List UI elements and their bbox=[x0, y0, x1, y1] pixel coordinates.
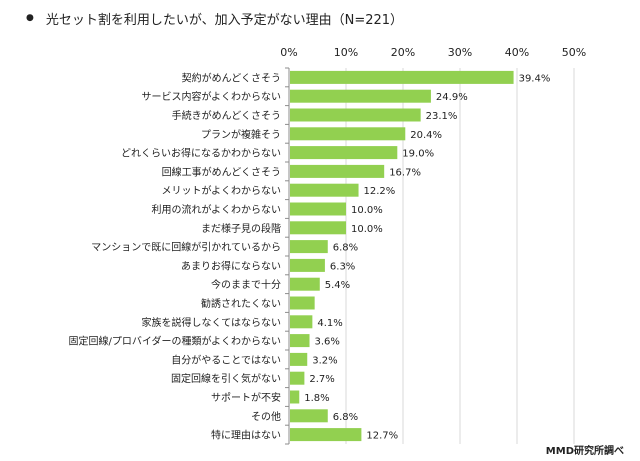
category-label: 今のままで十分 bbox=[211, 278, 281, 291]
bar bbox=[290, 89, 431, 103]
data-label: 23.1% bbox=[426, 111, 458, 122]
category-label: あまりお得にならない bbox=[181, 260, 281, 272]
category-label: メリットがよくわからない bbox=[162, 184, 282, 197]
category-label: 自分がやることではない bbox=[171, 353, 281, 366]
data-label: 3.6% bbox=[315, 337, 340, 348]
data-label: 20.4% bbox=[410, 130, 442, 141]
source-credit: MMD研究所調べ bbox=[545, 446, 624, 457]
bar bbox=[290, 390, 300, 404]
category-label: 手続きがめんどくさそう bbox=[172, 109, 281, 122]
bar bbox=[290, 277, 320, 291]
bar bbox=[290, 146, 398, 160]
bar bbox=[290, 258, 325, 272]
data-label: 5.4% bbox=[325, 280, 350, 291]
bar bbox=[290, 371, 305, 385]
category-label: 固定回線を引く気がない bbox=[171, 372, 281, 385]
data-label: 24.9% bbox=[436, 92, 468, 103]
category-label: どれくらいお得になるかわからない bbox=[121, 148, 281, 160]
data-label: 6.8% bbox=[333, 243, 358, 254]
data-label: 16.7% bbox=[389, 167, 421, 178]
chart-title: ● 光セット割を利用したいが、加入予定がない理由（N=221） bbox=[26, 8, 403, 28]
title-text: 光セット割を利用したいが、加入予定がない理由（N=221） bbox=[45, 12, 404, 28]
data-label: 39.4% bbox=[519, 73, 551, 84]
x-tick-label: 10% bbox=[334, 46, 358, 59]
data-label: 1.8% bbox=[304, 393, 329, 404]
x-tick-label: 20% bbox=[391, 46, 415, 59]
title-bullet-icon: ● bbox=[26, 13, 34, 23]
x-tick-label: 30% bbox=[448, 46, 472, 59]
data-label: 10.0% bbox=[351, 205, 383, 216]
bar bbox=[290, 70, 514, 84]
category-label: 固定回線/プロバイダーの種類がよくわからない bbox=[69, 335, 281, 348]
data-label: 3.2% bbox=[312, 355, 337, 366]
bar bbox=[290, 352, 308, 366]
x-tick-label: 0% bbox=[280, 46, 297, 59]
bar bbox=[290, 296, 315, 310]
bar bbox=[290, 315, 313, 329]
category-label: サポートが不安 bbox=[211, 391, 281, 404]
category-label: その他 bbox=[251, 410, 281, 423]
bar bbox=[290, 183, 359, 197]
x-tick-label: 40% bbox=[505, 46, 529, 59]
bar bbox=[290, 108, 421, 122]
bar bbox=[290, 221, 346, 235]
bar bbox=[290, 127, 406, 141]
data-label: 12.7% bbox=[366, 431, 398, 442]
data-label: 4.1% bbox=[317, 318, 342, 329]
category-label: マンションで既に回線が引かれているから bbox=[91, 241, 281, 254]
category-label: サービス内容がよくわからない bbox=[142, 90, 282, 103]
bar bbox=[290, 334, 310, 348]
category-label: 契約がめんどくさそう bbox=[182, 71, 281, 84]
category-label: 回線工事がめんどくさそう bbox=[162, 165, 281, 178]
category-label: プランが複雑そう bbox=[201, 128, 281, 141]
category-label: 特に理由はない bbox=[211, 429, 281, 442]
data-label: 6.8% bbox=[333, 412, 358, 423]
category-label: まだ様子見の段階 bbox=[201, 222, 281, 235]
data-label: 2.7% bbox=[309, 374, 334, 385]
data-label: 10.0% bbox=[351, 224, 383, 235]
bar bbox=[290, 240, 328, 254]
category-label: 利用の流れがよくわからない bbox=[152, 203, 282, 216]
bar bbox=[290, 164, 385, 178]
category-label: 家族を説得しなくてはならない bbox=[142, 316, 282, 329]
bar bbox=[290, 202, 346, 216]
data-label: 12.2% bbox=[364, 186, 396, 197]
bar bbox=[290, 428, 362, 442]
data-label: 6.3% bbox=[330, 261, 355, 272]
data-label: 19.0% bbox=[402, 149, 434, 160]
bar bbox=[290, 409, 328, 423]
category-label: 勧誘されたくない bbox=[201, 297, 281, 310]
x-tick-label: 50% bbox=[562, 46, 586, 59]
